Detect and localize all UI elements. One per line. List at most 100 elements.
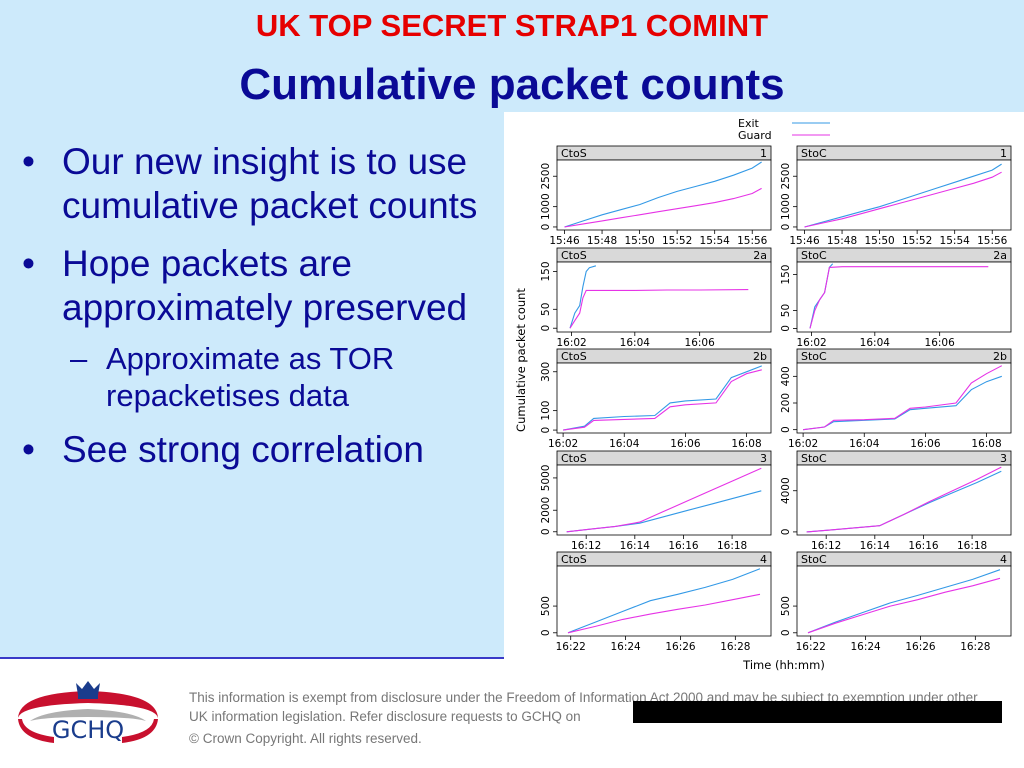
- bullet-item: • Hope packets are approximately preserve…: [22, 242, 492, 330]
- series-line-guard: [806, 466, 1002, 533]
- panel-strip-label: CtoS: [561, 452, 587, 465]
- panel-strip-label: CtoS: [561, 249, 587, 262]
- panel-strip: [556, 450, 772, 466]
- panel-strip-id: 2b: [753, 350, 767, 363]
- legend-label: Exit: [738, 117, 760, 130]
- x-tick-label: 16:02: [796, 337, 826, 349]
- y-tick-label: 150: [540, 261, 552, 281]
- y-tick-label: 0: [540, 528, 552, 535]
- bullet-dot-icon: •: [22, 243, 35, 284]
- y-tick-label: 0: [780, 529, 792, 536]
- x-tick-label: 16:04: [860, 337, 891, 349]
- y-tick-label: 2000: [540, 497, 552, 524]
- y-axis-label: Cumulative packet count: [514, 288, 528, 432]
- x-tick-label: 15:52: [902, 235, 932, 247]
- y-tick-label: 0: [780, 325, 792, 332]
- series-line-guard: [804, 171, 1002, 228]
- panel-strip: [796, 450, 1012, 466]
- gchq-logo-icon: GCHQ: [18, 681, 158, 744]
- bullet-dot-icon: •: [22, 429, 35, 470]
- bullet-item: • See strong correlation: [22, 428, 492, 472]
- bullet-item: • Our new insight is to use cumulative pa…: [22, 140, 492, 228]
- panel-strip-id: 1: [760, 147, 767, 160]
- x-tick-label: 16:22: [556, 641, 586, 653]
- x-tick-label: 16:12: [571, 540, 601, 552]
- series-line-guard: [807, 577, 1001, 634]
- x-tick-label: 16:08: [731, 438, 761, 450]
- panel-strip: [556, 145, 772, 161]
- panel-strip-id: 2b: [993, 350, 1007, 363]
- panel-strip-label: StoC: [801, 350, 827, 363]
- legend-label: Guard: [738, 129, 772, 142]
- panel-strip: [796, 145, 1012, 161]
- panel-strip-id: 3: [760, 452, 767, 465]
- y-tick-label: 2500: [780, 163, 792, 190]
- y-tick-label: 0: [780, 224, 792, 231]
- panel-strip-label: CtoS: [561, 350, 587, 363]
- panel-frame: [796, 261, 1012, 333]
- panel-strip-label: CtoS: [561, 147, 587, 160]
- gchq-logo: GCHQ: [14, 677, 162, 749]
- x-tick-label: 16:28: [720, 641, 750, 653]
- bullet-text: Hope packets are approximately preserved: [62, 243, 468, 328]
- bullet-text: Our new insight is to use cumulative pac…: [62, 141, 478, 226]
- series-line-exit: [807, 569, 1001, 634]
- y-tick-label: 300: [540, 362, 552, 382]
- x-tick-label: 16:18: [957, 540, 987, 552]
- x-tick-label: 16:16: [908, 540, 939, 552]
- panel-strip-id: 2a: [993, 249, 1007, 262]
- x-tick-label: 15:48: [827, 235, 857, 247]
- series-line-exit: [564, 161, 762, 228]
- panel-strip: [796, 348, 1012, 364]
- series-line-guard: [567, 593, 761, 634]
- x-tick-label: 15:50: [624, 235, 654, 247]
- panel-strip: [796, 247, 1012, 263]
- x-tick-label: 15:50: [864, 235, 894, 247]
- series-line-exit: [804, 163, 1002, 228]
- sub-bullet-text: Approximate as TOR repacketises data: [106, 341, 395, 413]
- panel-frame: [796, 159, 1012, 231]
- y-tick-label: 200: [780, 393, 792, 413]
- x-tick-label: 16:16: [668, 540, 699, 552]
- panel-frame: [556, 261, 772, 333]
- x-tick-label: 16:12: [811, 540, 841, 552]
- y-tick-label: 100: [540, 401, 552, 421]
- sub-bullet-item: – Approximate as TOR repacketises data: [22, 340, 492, 414]
- x-tick-label: 16:04: [849, 438, 880, 450]
- chart-container: Exit Guard Time (hh:mm) Cumulative packet c…: [504, 112, 1024, 674]
- x-tick-label: 16:02: [788, 438, 818, 450]
- panel-frame: [556, 464, 772, 536]
- y-tick-label: 0: [540, 629, 552, 636]
- y-tick-label: 4000: [780, 477, 792, 504]
- series-line-guard: [564, 187, 762, 228]
- x-tick-label: 16:06: [685, 337, 716, 349]
- y-tick-label: 500: [780, 596, 792, 616]
- x-tick-label: 15:46: [549, 235, 580, 247]
- x-tick-label: 15:46: [789, 235, 820, 247]
- x-tick-label: 16:08: [971, 438, 1001, 450]
- x-tick-label: 16:24: [610, 641, 641, 653]
- panel-strip-id: 1: [1000, 147, 1007, 160]
- y-tick-label: 50: [780, 304, 792, 317]
- panel-strip: [796, 551, 1012, 567]
- y-tick-label: 1000: [780, 193, 792, 220]
- redaction-bar: [633, 701, 1002, 723]
- x-tick-label: 15:54: [700, 235, 731, 247]
- x-tick-label: 15:52: [662, 235, 692, 247]
- panel-strip-label: StoC: [801, 147, 827, 160]
- y-tick-label: 500: [540, 596, 552, 616]
- panel-strip-label: CtoS: [561, 553, 587, 566]
- y-tick-label: 0: [780, 426, 792, 433]
- footer-divider: [0, 657, 504, 659]
- panel-strip-label: StoC: [801, 553, 827, 566]
- x-tick-label: 16:04: [609, 438, 640, 450]
- y-tick-label: 0: [540, 427, 552, 434]
- x-tick-label: 16:28: [960, 641, 990, 653]
- x-axis-label: Time (hh:mm): [742, 658, 825, 672]
- panel-strip-id: 4: [760, 553, 767, 566]
- series-line-guard: [569, 289, 749, 329]
- series-line-guard: [809, 266, 989, 329]
- x-tick-label: 16:24: [850, 641, 881, 653]
- x-tick-label: 15:56: [977, 235, 1008, 247]
- y-tick-label: 400: [780, 366, 792, 386]
